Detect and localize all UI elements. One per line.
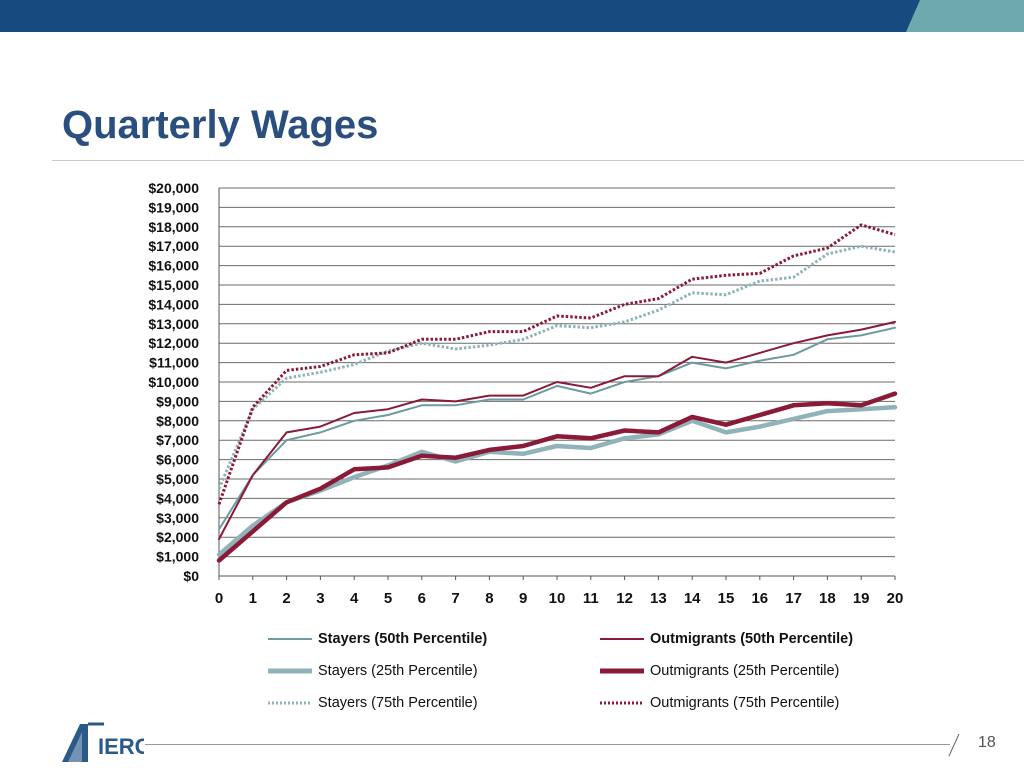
legend-label: Stayers (75th Percentile) <box>318 695 478 711</box>
legend-swatch <box>600 668 644 674</box>
y-tick-label: $7,000 <box>156 432 199 448</box>
y-tick-label: $18,000 <box>148 219 199 235</box>
x-tick-label: 7 <box>451 590 459 607</box>
legend-item-stayers-75: Stayers (75th Percentile) <box>268 695 478 711</box>
page-number: 18 <box>978 734 996 751</box>
logo-text: IERC <box>98 734 144 759</box>
x-tick-label: 10 <box>549 590 566 607</box>
x-tick-label: 11 <box>583 590 599 607</box>
x-tick-label: 5 <box>384 590 392 607</box>
x-tick-label: 1 <box>249 590 257 607</box>
ierc-logo: IERC <box>62 722 144 762</box>
y-tick-label: $20,000 <box>148 180 199 196</box>
legend-label: Stayers (50th Percentile) <box>318 631 488 647</box>
y-tick-label: $6,000 <box>156 452 199 468</box>
x-tick-label: 8 <box>485 590 493 607</box>
y-tick-label: $10,000 <box>148 374 199 390</box>
y-tick-label: $19,000 <box>148 199 199 215</box>
y-tick-label: $8,000 <box>156 413 199 429</box>
x-tick-label: 3 <box>316 590 324 607</box>
footer-slash <box>948 733 960 757</box>
series-line-4 <box>216 391 898 563</box>
legend-label: Outmigrants (75th Percentile) <box>650 695 840 711</box>
legend-label: Stayers (25th Percentile) <box>318 663 478 679</box>
x-tick-label: 13 <box>650 590 667 607</box>
y-tick-label: $17,000 <box>148 238 199 254</box>
y-tick-label: $12,000 <box>148 335 199 351</box>
series-line-0 <box>218 326 896 531</box>
x-tick-label: 20 <box>887 590 904 607</box>
x-tick-label: 14 <box>684 590 701 607</box>
banner-accent <box>906 0 1024 32</box>
legend-label: Outmigrants (50th Percentile) <box>650 631 854 647</box>
x-tick-label: 17 <box>785 590 802 607</box>
y-tick-label: $5,000 <box>156 471 199 487</box>
legend-swatch <box>600 638 644 640</box>
y-tick-label: $4,000 <box>156 490 199 506</box>
series-lines <box>216 223 898 563</box>
x-tick-label: 18 <box>819 590 836 607</box>
y-tick-label: $1,000 <box>156 549 199 565</box>
legend-swatch <box>268 638 312 640</box>
x-axis-ticks: 0 1 2 3 4 5 6 7 8 9 10 11 12 13 14 15 16 17 18 19 20 <box>215 590 904 607</box>
y-tick-label: $2,000 <box>156 529 199 545</box>
y-tick-label: $15,000 <box>148 277 199 293</box>
x-tick-label: 12 <box>616 590 633 607</box>
y-tick-label: $0 <box>183 568 199 584</box>
legend-item-outmigrants-75: Outmigrants (75th Percentile) <box>600 695 839 711</box>
y-tick-label: $14,000 <box>148 296 199 312</box>
legend-swatch <box>268 701 312 705</box>
legend-swatch <box>600 701 644 705</box>
legend-item-stayers-50: Stayers (50th Percentile) <box>268 631 487 647</box>
legend-swatch <box>268 668 312 674</box>
legend-item-stayers-25: Stayers (25th Percentile) <box>268 663 478 679</box>
top-banner <box>0 0 1024 32</box>
gridlines <box>218 187 896 580</box>
y-tick-label: $13,000 <box>148 316 199 332</box>
x-tick-label: 9 <box>519 590 527 607</box>
banner-blue <box>0 0 1024 32</box>
legend-item-outmigrants-50: Outmigrants (50th Percentile) <box>600 631 853 647</box>
y-tick-label: $16,000 <box>148 258 199 274</box>
footer-divider <box>145 744 950 745</box>
series-line-5 <box>217 223 896 505</box>
x-tick-label: 15 <box>718 590 735 607</box>
line-chart: $0 $1,000 $2,000 $3,000 $4,000 $5,000 $6,000 $7… <box>148 180 904 607</box>
y-tick-label: $11,000 <box>149 355 199 371</box>
y-tick-label: $3,000 <box>156 510 199 526</box>
x-tick-label: 6 <box>418 590 426 607</box>
title-divider <box>52 160 1024 161</box>
series-line-3 <box>218 320 896 541</box>
legend-item-outmigrants-25: Outmigrants (25th Percentile) <box>600 663 839 679</box>
legend-label: Outmigrants (25th Percentile) <box>650 663 840 679</box>
x-tick-label: 2 <box>282 590 290 607</box>
x-tick-label: 0 <box>215 590 223 607</box>
slide-title: Quarterly Wages <box>62 103 379 147</box>
x-tick-label: 19 <box>853 590 870 607</box>
x-tick-label: 4 <box>350 590 359 607</box>
series-line-2 <box>217 244 896 490</box>
y-tick-label: $9,000 <box>156 393 199 409</box>
x-tick-label: 16 <box>751 590 768 607</box>
y-axis-ticks: $0 $1,000 $2,000 $3,000 $4,000 $5,000 $6,000 $7… <box>148 180 199 584</box>
series-line-1 <box>216 404 898 557</box>
